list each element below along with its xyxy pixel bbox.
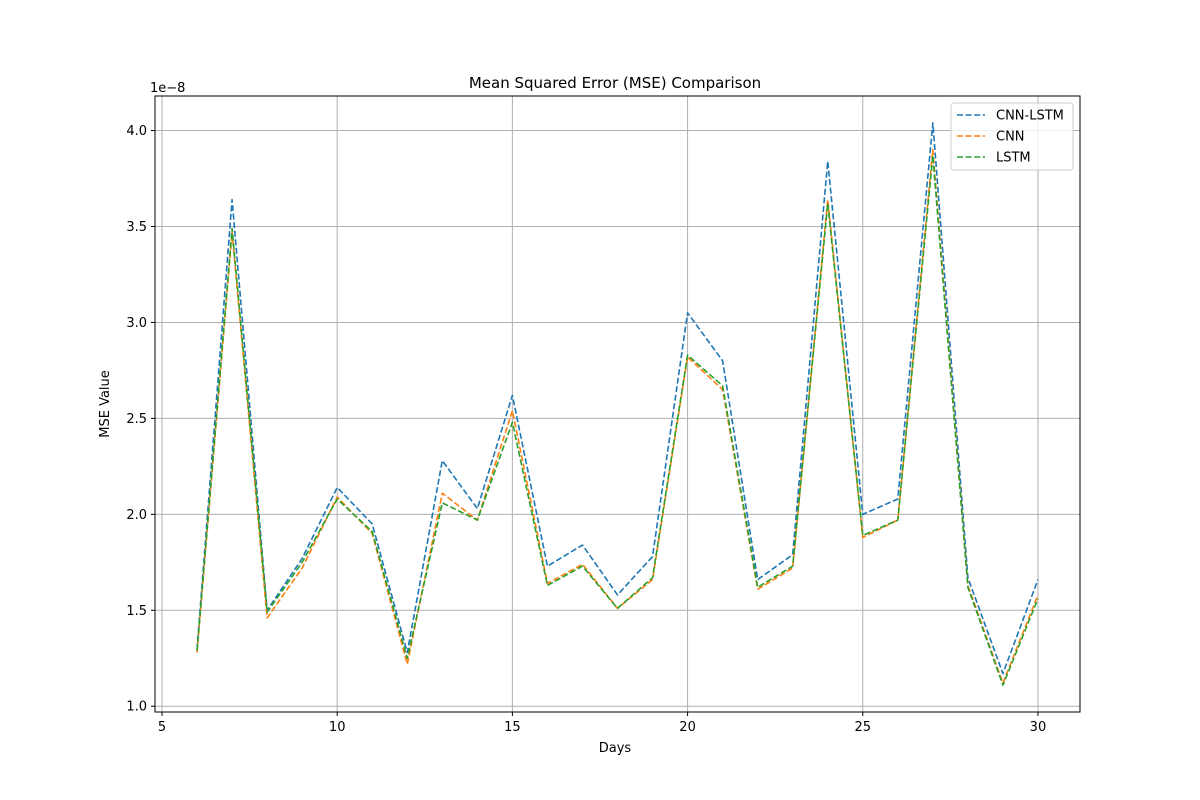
x-tick-label: 15 — [504, 720, 521, 735]
x-tick-label: 20 — [679, 720, 696, 735]
y-tick-label: 1.5 — [126, 604, 147, 619]
legend-label-lstm: LSTM — [996, 151, 1031, 166]
y-tick-label: 4.0 — [126, 124, 147, 139]
tick-layer: 5 10 15 20 25 30 1.0 1.5 2.0 2.5 3.0 3.5 4.0 — [126, 124, 1046, 735]
x-tick-label: 10 — [329, 720, 346, 735]
series-line-cnn — [196, 148, 1039, 685]
x-tick-label: 25 — [854, 720, 871, 735]
series-layer — [196, 122, 1039, 686]
y-tick-label: 3.0 — [126, 316, 147, 331]
legend-box — [950, 102, 1074, 171]
series-line-cnn-lstm — [196, 122, 1039, 675]
legend-label-cnn-lstm: CNN-LSTM — [996, 109, 1064, 124]
grid-layer — [155, 96, 1080, 712]
y-tick-label: 1.0 — [126, 700, 147, 715]
y-offset-text: 1e−8 — [150, 81, 185, 96]
y-tick-label: 2.0 — [126, 508, 147, 523]
plot-frame — [154, 95, 1081, 713]
legend-label-cnn: CNN — [996, 130, 1025, 145]
x-axis-label: Days — [599, 741, 632, 756]
y-tick-label: 2.5 — [126, 412, 147, 427]
chart-title: Mean Squared Error (MSE) Comparison — [469, 74, 761, 92]
x-tick-label: 30 — [1030, 720, 1047, 735]
x-tick-label: 5 — [158, 720, 166, 735]
y-tick-label: 3.5 — [126, 220, 147, 235]
y-axis-label: MSE Value — [98, 370, 113, 438]
legend: CNN-LSTM CNN LSTM — [950, 102, 1074, 171]
series-line-lstm — [196, 154, 1039, 686]
